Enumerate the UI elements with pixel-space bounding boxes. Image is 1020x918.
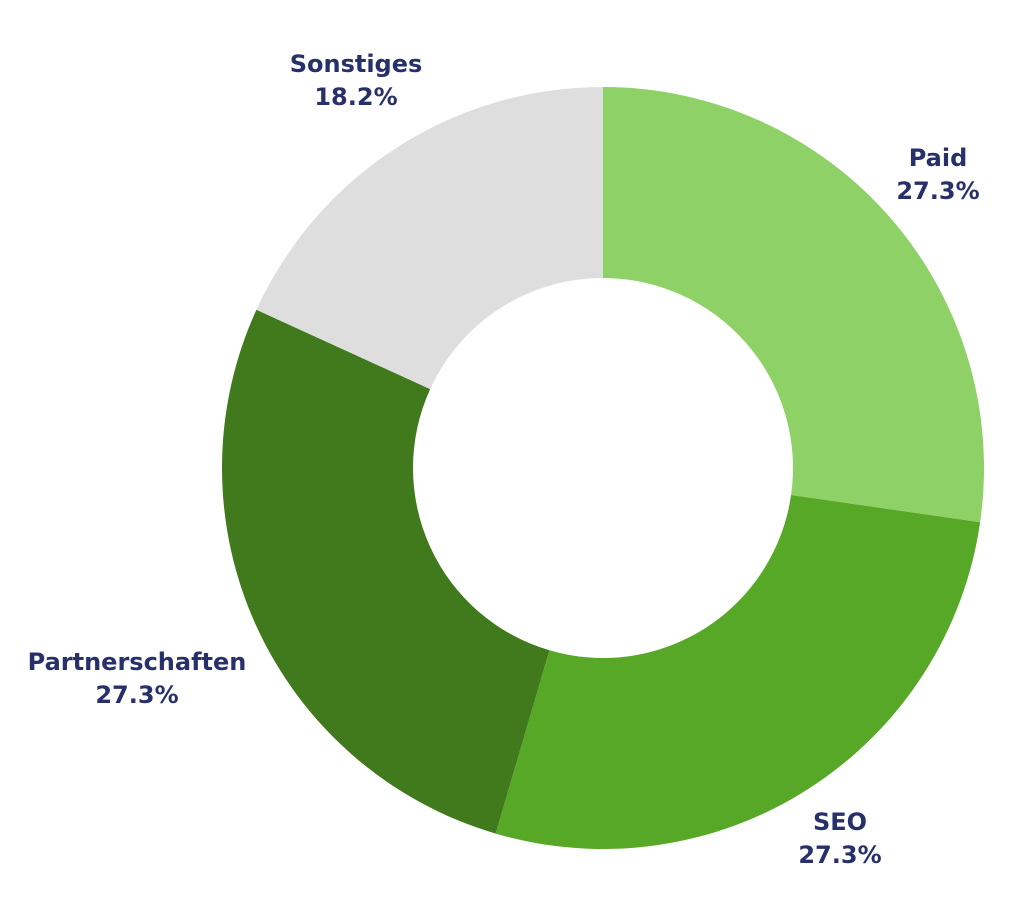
slice-sonstiges (256, 87, 603, 390)
slice-partnerschaften (221, 309, 550, 834)
slice-paid (603, 87, 984, 523)
slice-labels: Paid 27.3% SEO 27.3% Partnerschaften 27.3% Son… (28, 50, 980, 869)
slice-category-label: Sonstiges (290, 50, 423, 78)
slice-value-label: 18.2% (314, 83, 397, 111)
slice-value-label: 27.3% (896, 177, 979, 205)
slice-label-partnerschaften: Partnerschaften 27.3% (28, 648, 247, 709)
slice-category-label: Partnerschaften (28, 648, 247, 676)
slice-label-paid: Paid 27.3% (896, 144, 979, 205)
slice-label-sonstiges: Sonstiges 18.2% (290, 50, 423, 111)
slice-seo (495, 495, 981, 849)
slice-value-label: 27.3% (95, 681, 178, 709)
slice-label-seo: SEO 27.3% (798, 808, 881, 869)
slice-value-label: 27.3% (798, 841, 881, 869)
slice-category-label: SEO (813, 808, 867, 836)
donut-slices (221, 87, 984, 849)
slice-category-label: Paid (909, 144, 968, 172)
